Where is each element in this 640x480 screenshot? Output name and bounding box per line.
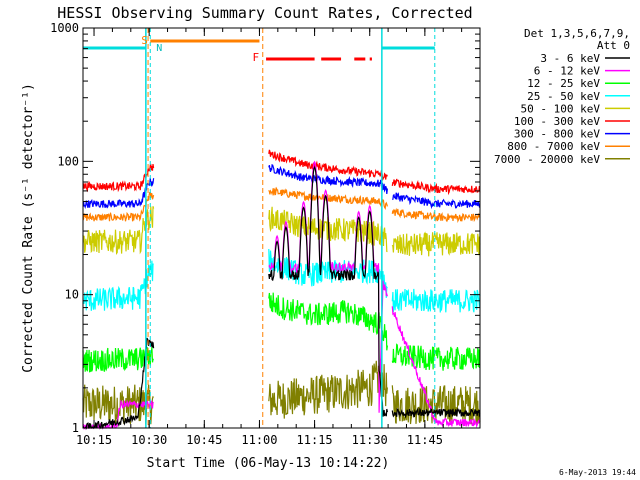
chart-title: HESSI Observing Summary Count Rates, Cor… bbox=[57, 4, 472, 22]
x-tick-label-4: 11:15 bbox=[297, 433, 333, 447]
x-tick-label-6: 11:45 bbox=[407, 433, 443, 447]
series-line-100-300-keV bbox=[82, 149, 481, 196]
x-tick-label-1: 10:30 bbox=[131, 433, 167, 447]
plot-area: S F N bbox=[82, 28, 481, 431]
series-line-12-25-keV bbox=[82, 292, 481, 373]
series-line-800-7000-keV bbox=[82, 186, 481, 224]
y-axis-label: Corrected Count Rate (s⁻¹ detector⁻¹) bbox=[21, 83, 36, 373]
y-tick-label-3: 1000 bbox=[50, 21, 79, 35]
timestamp: 6-May-2013 19:44 bbox=[559, 468, 636, 477]
legend-label-7: 800 - 7000 keV bbox=[507, 140, 600, 153]
x-tick-label-2: 10:45 bbox=[186, 433, 222, 447]
legend-label-6: 300 - 800 keV bbox=[514, 128, 600, 141]
x-tick-label-5: 11:30 bbox=[352, 433, 388, 447]
y-tick-label-2: 100 bbox=[57, 154, 79, 168]
x-tick-label-3: 11:00 bbox=[241, 433, 277, 447]
night-label: N bbox=[156, 43, 162, 54]
plot-frame bbox=[82, 27, 481, 429]
saa-start-label: S bbox=[141, 34, 148, 47]
legend-label-4: 50 - 100 keV bbox=[521, 102, 601, 115]
saa-end-label: F bbox=[252, 51, 259, 64]
x-tick-label-0: 10:15 bbox=[76, 433, 112, 447]
legend-label-0: 3 - 6 keV bbox=[540, 52, 600, 65]
series-line-300-800-keV bbox=[82, 163, 481, 210]
y-tick-label-1: 10 bbox=[65, 288, 79, 302]
legend-label-3: 25 - 50 keV bbox=[527, 90, 600, 103]
series-line-25-50-keV bbox=[82, 248, 481, 313]
legend-label-8: 7000 - 20000 keV bbox=[494, 153, 600, 166]
legend-label-5: 100 - 300 keV bbox=[514, 115, 600, 128]
y-tick-label-0: 1 bbox=[72, 421, 79, 435]
legend-label-1: 6 - 12 keV bbox=[534, 65, 601, 78]
legend-label-2: 12 - 25 keV bbox=[527, 77, 600, 90]
x-axis-label: Start Time (06-May-13 10:14:22) bbox=[147, 456, 390, 471]
legend-header-detectors: Det 1,3,5,6,7,9, bbox=[524, 27, 630, 40]
series-line-3-6-keV bbox=[82, 166, 481, 430]
legend-header-attenuator: Att 0 bbox=[597, 39, 630, 52]
axes: 10:15 10:30 10:45 11:00 11:15 11:30 11:45 1 10 10… bbox=[50, 21, 480, 447]
